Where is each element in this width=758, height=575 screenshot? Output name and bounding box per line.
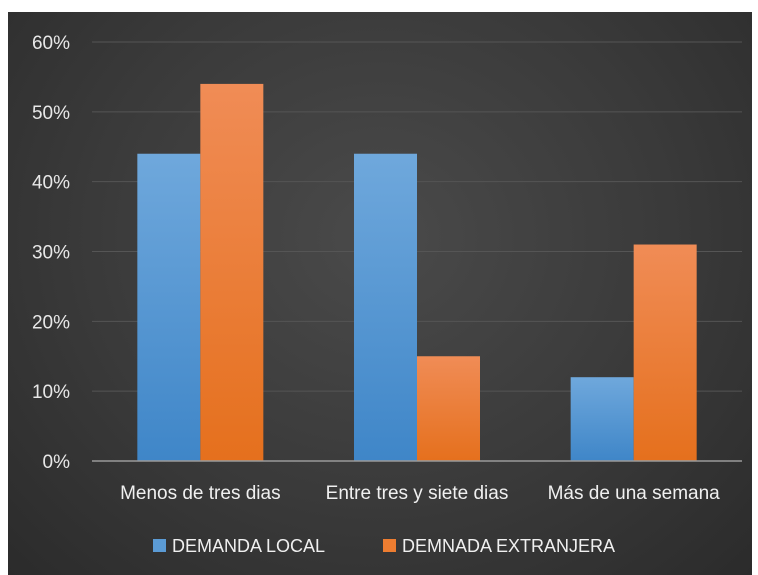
bar-demanda-local: [570, 377, 634, 461]
y-tick-label: 60%: [32, 33, 70, 54]
legend-label: DEMNADA EXTRANJERA: [402, 536, 615, 556]
legend-swatch: [383, 539, 396, 552]
legend: DEMANDA LOCAL DEMNADA EXTRANJERA: [153, 536, 615, 556]
bar-demanda-extranjera: [200, 83, 264, 462]
x-axis-labels: Menos de tres dias Entre tres y siete dia…: [120, 483, 720, 504]
x-category-label: Entre tres y siete dias: [326, 483, 509, 504]
bar-demanda-local: [354, 153, 417, 461]
y-tick-label: 0%: [43, 452, 71, 473]
legend-label: DEMANDA LOCAL: [172, 536, 325, 556]
y-tick-label: 20%: [32, 312, 70, 333]
y-axis-ticks: 0% 10% 20% 30% 40% 50% 60%: [32, 33, 70, 473]
bars: [137, 83, 697, 462]
bar-demanda-local: [137, 153, 201, 461]
bar-demanda-extranjera: [417, 356, 480, 461]
y-tick-label: 50%: [32, 103, 70, 124]
x-category-label: Menos de tres dias: [120, 483, 281, 504]
y-tick-label: 40%: [32, 173, 70, 194]
x-category-label: Más de una semana: [548, 483, 721, 504]
y-tick-label: 10%: [32, 382, 70, 403]
legend-swatch: [153, 539, 166, 552]
y-tick-label: 30%: [32, 243, 70, 264]
bar-demanda-extranjera: [633, 244, 697, 461]
